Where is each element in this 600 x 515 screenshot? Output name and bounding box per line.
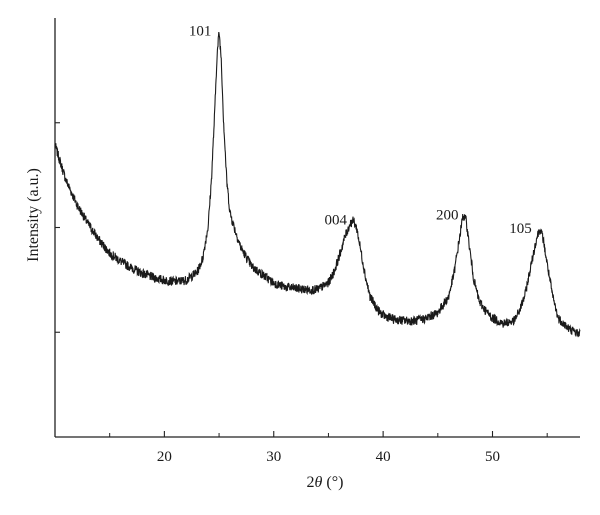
- peak-labels: 101 004 200 105: [189, 24, 532, 237]
- x-tick-label: 50: [485, 449, 500, 465]
- x-ticks: [109, 431, 548, 437]
- y-axis-label: Intensity (a.u.): [25, 168, 42, 262]
- x-tick-label: 40: [376, 449, 391, 465]
- x-tick-label: 20: [157, 449, 172, 465]
- peak-label-200: 200: [436, 207, 459, 223]
- y-ticks: [55, 122, 60, 333]
- x-tick-labels: 20 30 40 50: [157, 449, 500, 465]
- peak-label-004: 004: [324, 213, 347, 229]
- series-line: [54, 31, 581, 338]
- peak-label-105: 105: [509, 221, 532, 237]
- peak-label-101: 101: [189, 24, 212, 40]
- axes: [54, 18, 580, 438]
- x-axis-label: 2θ (°): [307, 474, 344, 491]
- x-tick-label: 30: [266, 449, 281, 465]
